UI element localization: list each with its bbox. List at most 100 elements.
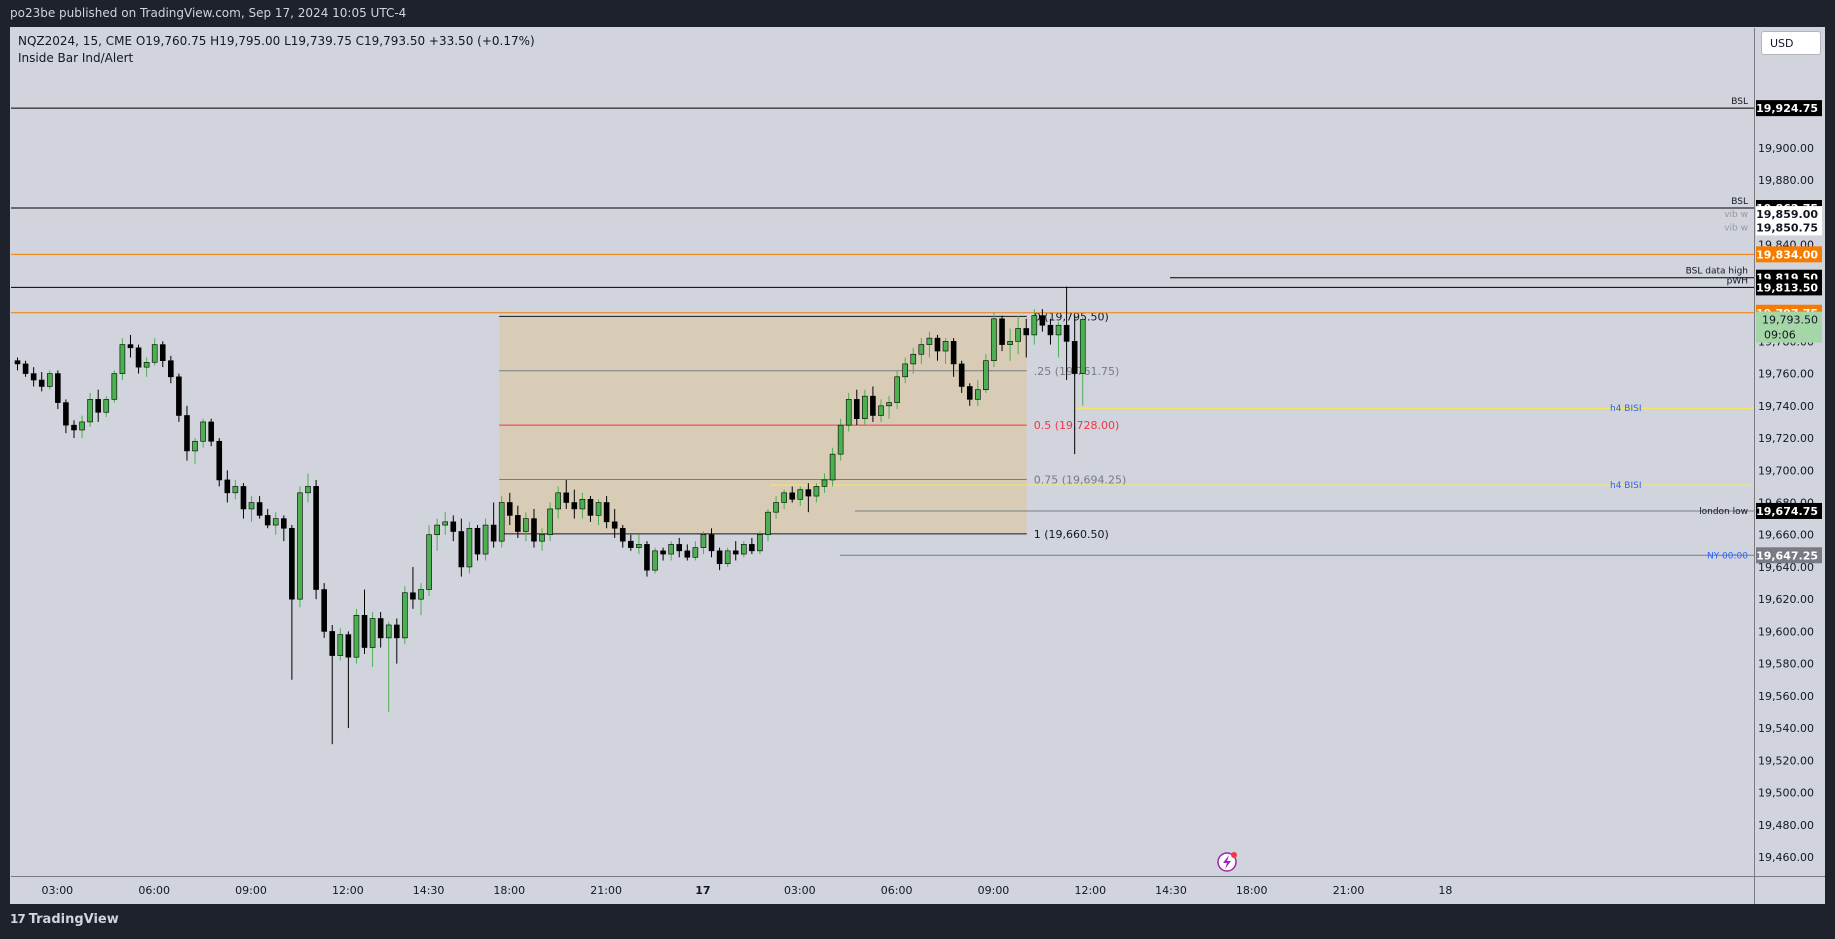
price-axis-label: 19,520.00 [1758, 754, 1814, 767]
candle-body [506, 502, 513, 516]
candle-body [587, 498, 594, 516]
candle [966, 383, 973, 406]
candle [1071, 315, 1078, 455]
indicator-name: Inside Bar Ind/Alert [18, 51, 134, 65]
candle-body [79, 421, 85, 431]
candle [329, 624, 336, 745]
candle-body [176, 376, 182, 416]
candle [942, 338, 949, 364]
candle-body [329, 631, 336, 656]
candle [853, 389, 860, 426]
candle-body [281, 518, 287, 529]
candle [79, 415, 85, 439]
candle-body [539, 534, 545, 542]
candle-body [256, 502, 263, 516]
candle [377, 612, 384, 648]
candle-body [958, 363, 965, 387]
candle [837, 418, 844, 461]
candle-body [652, 550, 658, 571]
candle [716, 547, 723, 571]
symbol-legend: NQZ2024, 15, CME O19,760.75 H19,795.00 L… [18, 33, 535, 67]
candle-body [95, 399, 101, 413]
candle [38, 371, 45, 392]
tradingview-logo-text: TradingView [28, 912, 119, 927]
candle [523, 512, 529, 542]
candle [240, 483, 247, 519]
price-tag [1756, 246, 1822, 263]
candle-body [192, 440, 198, 452]
candle [353, 608, 360, 664]
candle-body [781, 492, 787, 503]
candle [22, 360, 29, 377]
candle-body [700, 534, 707, 548]
candle-body [749, 544, 755, 552]
price-axis-label: 19,900.00 [1758, 142, 1814, 155]
candle-body [1007, 341, 1013, 345]
candle-body [966, 386, 973, 400]
price-axis-label: 19,740.00 [1758, 400, 1814, 413]
candle-body [853, 399, 860, 420]
candle [991, 312, 997, 368]
candle-body [619, 527, 626, 542]
candle [636, 534, 642, 555]
symbol-ohlc-line: NQZ2024, 15, CME O19,760.75 H19,795.00 L… [18, 34, 535, 48]
time-axis-label: 21:00 [590, 884, 622, 897]
candle-body [773, 502, 779, 513]
countdown-label: 09:06 [1764, 329, 1796, 342]
candle-body [1071, 341, 1078, 374]
candle [264, 508, 271, 529]
candle-body [248, 502, 255, 510]
candle [1079, 317, 1086, 406]
candle [1039, 309, 1046, 332]
candle [402, 586, 408, 645]
candle [894, 370, 900, 410]
candle-body [353, 614, 360, 658]
candle [805, 483, 812, 513]
candle [740, 541, 747, 558]
candle [619, 525, 626, 548]
candle [159, 341, 166, 368]
candle [797, 486, 804, 506]
candle-body [862, 395, 868, 420]
candle [845, 392, 852, 432]
candle [684, 544, 691, 561]
price-axis-label: 19,700.00 [1758, 464, 1814, 477]
candle [14, 357, 21, 371]
candle-body [313, 486, 319, 590]
candle [232, 479, 239, 500]
candle-body [466, 527, 473, 568]
currency-button[interactable]: USD [1761, 31, 1821, 55]
candle [862, 389, 868, 426]
candle [789, 486, 796, 503]
candle-body [1063, 324, 1070, 342]
candle-body [402, 592, 408, 639]
level-label: vib w [1724, 210, 1748, 220]
time-axis-label: 03:00 [41, 884, 73, 897]
candle [151, 338, 158, 366]
candle-body [1023, 328, 1030, 336]
candle-body [708, 534, 715, 552]
candle-body [103, 399, 110, 413]
candle-body [555, 492, 561, 510]
candle-body [740, 544, 747, 555]
candle [87, 392, 93, 427]
candle [910, 347, 917, 374]
price-tag-label: 19,674.75 [1756, 505, 1818, 518]
candle [361, 589, 368, 654]
candle-body [272, 518, 279, 526]
candle [603, 496, 610, 529]
candle-body [159, 344, 166, 362]
candle [297, 486, 303, 608]
candle [870, 386, 876, 422]
candle [708, 528, 715, 558]
candle-body [1015, 328, 1021, 342]
price-tag [1756, 219, 1822, 236]
candle-body [950, 341, 957, 365]
price-axis-label: 19,880.00 [1758, 174, 1814, 187]
candle [63, 399, 69, 434]
candle [660, 547, 666, 561]
candle [539, 528, 545, 551]
price-axis-label: 19,760.00 [1758, 368, 1814, 381]
candle [111, 370, 118, 403]
